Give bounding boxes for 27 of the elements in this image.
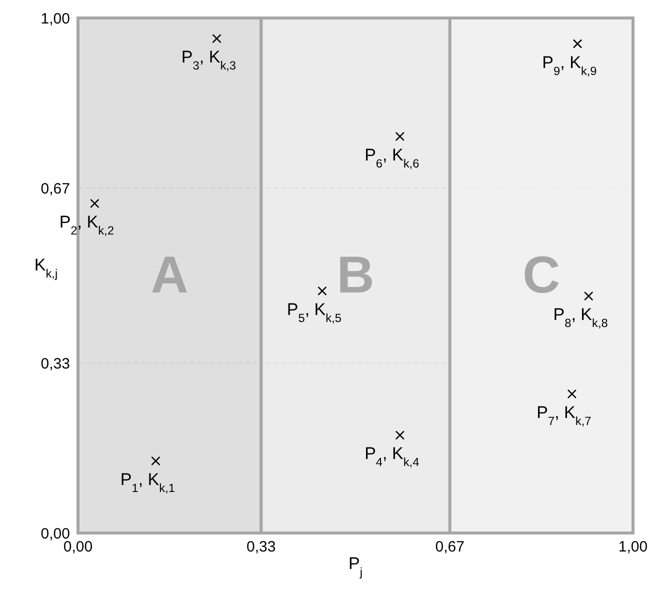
y-tick-label: 0,33: [40, 355, 70, 372]
annotation: P$_{8}$, K$_{k,8}$: [553, 305, 608, 330]
annotation: P$_{6}$, K$_{k,6}$: [364, 145, 420, 170]
point: [584, 291, 594, 301]
point: [395, 430, 405, 440]
annotation: P$_{1}$, K$_{k,1}$: [120, 470, 176, 495]
x-tick-label: 0,33: [246, 538, 276, 556]
y-tick-label: 1,00: [40, 10, 70, 28]
annotation: P$_{4}$, K$_{k,4}$: [364, 444, 420, 470]
annotation: P$_{7}$, K$_{k,7}$: [536, 402, 592, 428]
band-label: C: [522, 246, 560, 304]
x-tick-label: 1,00: [618, 538, 648, 556]
annotation: P$_{9}$, K$_{k,9}$: [542, 52, 598, 78]
point: [212, 34, 222, 44]
point: [395, 132, 405, 142]
point: [567, 389, 577, 399]
annotation: P$_{2}$, K$_{k,2}$: [59, 212, 114, 238]
y-tick-label: 0,67: [40, 180, 70, 198]
point: [90, 198, 100, 208]
band-label: A: [150, 246, 188, 304]
point: [151, 456, 160, 466]
x-tick-label: 0,67: [435, 538, 464, 556]
x-axis-title: P$_{j}$: [348, 554, 362, 579]
point: [318, 286, 327, 296]
y-axis-title: K$_{k,j}$: [34, 255, 58, 280]
annotation: P$_{3}$, K$_{k,3}$: [181, 48, 236, 73]
point: [572, 39, 582, 48]
